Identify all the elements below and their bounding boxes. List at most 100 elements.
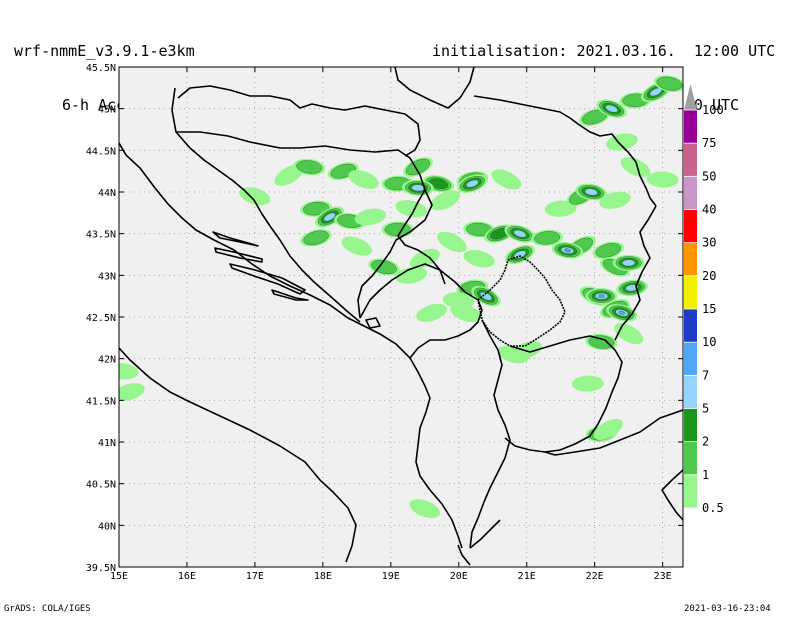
border-rs-bg <box>614 205 657 341</box>
colorbar-segment <box>684 242 697 276</box>
colorbar-segment <box>684 375 697 409</box>
border-me <box>359 263 483 359</box>
colorbar-label: 30 <box>702 236 716 250</box>
aegean-coast <box>661 469 683 521</box>
lat-tick-label: 42N <box>98 355 116 366</box>
precip-contour <box>656 76 683 91</box>
precip-contour <box>513 229 527 238</box>
lon-tick-label: 19E <box>382 571 400 582</box>
colorbar-label: 15 <box>702 302 716 316</box>
init-time: initialisation: 2021.03.16. 12:00 UTC <box>432 42 776 60</box>
island-5 <box>365 317 381 329</box>
lon-tick-label: 18E <box>314 571 332 582</box>
precip-contour <box>622 259 636 267</box>
precip-contour <box>409 499 440 519</box>
border-al <box>469 319 511 549</box>
italy-heel-coast <box>457 544 471 566</box>
colorbar-segment <box>684 441 697 475</box>
precip-contour <box>625 284 639 292</box>
precip-contour <box>437 231 467 253</box>
precip-contour <box>463 249 495 268</box>
colorbar-label: 10 <box>702 335 716 349</box>
lat-tick-label: 43N <box>98 271 116 282</box>
lon-tick-label: 16E <box>178 571 196 582</box>
precip-contour <box>395 200 427 218</box>
precip-contour <box>584 188 598 196</box>
precip-contour <box>571 375 604 392</box>
precip-contour <box>491 169 522 190</box>
precip-contour <box>405 158 431 176</box>
precip-contour <box>239 187 271 206</box>
render-timestamp: 2021-03-16-23:04 <box>684 604 771 614</box>
precip-contour <box>620 157 651 177</box>
lat-tick-label: 43.5N <box>86 230 116 241</box>
precip-contour <box>409 248 440 269</box>
colorbar-segment <box>684 110 697 144</box>
colorbar-segment <box>684 209 697 243</box>
lon-tick-label: 20E <box>450 571 468 582</box>
lat-tick-label: 45.5N <box>86 63 116 74</box>
border-rs-ro <box>473 95 657 207</box>
precip-contour <box>416 303 447 322</box>
lat-tick-label: 39.5N <box>86 563 116 574</box>
colorbar-segment <box>684 342 697 376</box>
precip-contour <box>296 160 323 174</box>
island-1 <box>212 231 259 247</box>
axis-ticks: 15E 16E 17E 18E 19E 20E 21E 22E 23E 39.5N 40N 40.5N… <box>86 63 683 582</box>
colorbar-label: 100 <box>702 103 724 117</box>
precip-contour <box>599 191 631 209</box>
precip-contour <box>323 212 336 222</box>
precip-contour <box>341 236 372 256</box>
lon-tick-label: 17E <box>246 571 264 582</box>
lat-tick-label: 44.5N <box>86 146 116 157</box>
italy-coastline <box>119 347 357 563</box>
lat-tick-label: 40N <box>98 521 116 532</box>
map-background <box>119 67 683 567</box>
colorbar-segment <box>684 309 697 343</box>
colorbar-label: 50 <box>702 169 716 183</box>
colorbar: 0.5 1 2 5 7 10 15 20 30 40 50 75 100 <box>684 84 724 566</box>
precip-contour <box>442 292 475 309</box>
precip-contour <box>428 178 449 189</box>
border-ba-rs <box>397 189 446 285</box>
colorbar-label: 7 <box>702 368 709 382</box>
precip-contour <box>466 179 479 188</box>
lon-tick-label: 23E <box>654 571 672 582</box>
precip-contour <box>588 335 615 349</box>
precip-contour <box>430 190 461 211</box>
precip-contour <box>395 266 428 284</box>
border-gr <box>544 409 683 456</box>
precip-contour <box>595 243 621 258</box>
coastlines-and-borders <box>119 67 683 566</box>
precip-contour <box>371 259 397 275</box>
colorbar-label: 2 <box>702 435 709 449</box>
border-hu-rs <box>394 67 475 109</box>
island-2 <box>214 247 263 263</box>
lat-tick-label: 44N <box>98 188 116 199</box>
lon-tick-label: 15E <box>110 571 128 582</box>
model-name: wrf-nmmE_v3.9.1-e3km <box>14 42 195 60</box>
colorbar-label: 40 <box>702 203 716 217</box>
precip-contour <box>348 170 379 189</box>
graticule <box>119 67 683 567</box>
precip-contour <box>119 383 145 401</box>
lon-tick-label: 22E <box>586 571 604 582</box>
precip-contour <box>119 362 139 380</box>
border-gr-east <box>469 519 501 549</box>
colorbar-label: 20 <box>702 269 716 283</box>
border-hr-north <box>177 85 421 157</box>
colorbar-segment <box>684 275 697 309</box>
precip-contour <box>534 231 561 245</box>
precip-contour <box>564 248 571 253</box>
precip-contour <box>479 291 492 301</box>
colorbar-segment <box>684 143 697 177</box>
precip-contour <box>303 230 329 246</box>
precipitation-field <box>119 75 683 519</box>
border-hr-ba <box>171 87 361 323</box>
precip-contour <box>605 104 618 113</box>
lon-tick-label: 21E <box>518 571 536 582</box>
colorbar-label: 1 <box>702 468 709 482</box>
precip-contour <box>303 201 330 216</box>
precip-contour <box>354 208 387 226</box>
